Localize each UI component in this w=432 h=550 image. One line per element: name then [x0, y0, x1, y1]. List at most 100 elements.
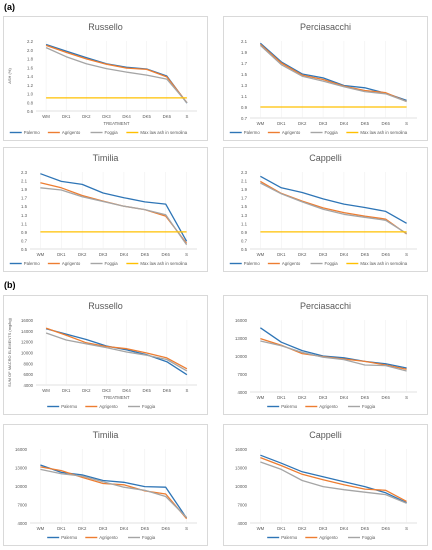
series-line-agrigento	[40, 466, 188, 520]
chart-svg: Cappelli 4000 7000 10000 13000 16000 WM DK1 DK2 D…	[235, 430, 417, 540]
legend-label: Foggia	[325, 130, 339, 135]
y-tick-label: 1.7	[241, 61, 248, 66]
x-tick-label: WM	[37, 526, 45, 531]
x-axis-label: TREATMENT	[104, 121, 130, 126]
legend-label: Agrigento	[319, 404, 338, 409]
x-tick-label: DK3	[99, 526, 108, 531]
y-tick-label: 1.5	[241, 72, 248, 77]
y-tick-label: 0.8	[27, 100, 34, 105]
x-tick-label: DK2	[298, 252, 307, 257]
chart-panel-macro-perciasacchi: Perciasacchi 4000 7000 10000 13000 16000 WM DK1…	[223, 295, 428, 415]
y-tick-label: 16000	[235, 318, 248, 323]
chart-title: Cappelli	[309, 153, 342, 163]
x-tick-label: DK3	[102, 388, 111, 393]
series-line-palermo	[260, 175, 407, 224]
x-tick-label: DK2	[298, 395, 307, 400]
legend-label: Foggia	[142, 404, 156, 409]
x-tick-label: S	[405, 526, 408, 531]
x-tick-label: DK1	[277, 121, 286, 126]
x-tick-label: DK1	[57, 252, 66, 257]
x-tick-label: S	[186, 114, 189, 119]
x-tick-label: DK6	[382, 252, 391, 257]
x-tick-label: DK2	[298, 121, 307, 126]
legend-label: Palermo	[244, 130, 261, 135]
x-tick-label: DK2	[78, 526, 87, 531]
series-line-foggia	[45, 47, 188, 104]
x-tick-label: S	[186, 388, 189, 393]
legend-label: Agrigento	[62, 130, 81, 135]
x-tick-label: DK5	[361, 252, 370, 257]
chart-svg: Cappelli 0.5 0.7 0.9 1.1 1.3 1.5 1.7 1.9 2.1 2.3 WM…	[229, 153, 417, 266]
x-tick-label: WM	[257, 252, 265, 257]
x-tick-label: DK4	[122, 388, 131, 393]
y-tick-label: 14000	[21, 329, 34, 334]
legend-label: Palermo	[244, 261, 261, 266]
x-tick-label: S	[405, 121, 408, 126]
chart-panel-macro-russello: Russello 4000 6000 8000 10000 12000 14000 16000…	[3, 295, 208, 415]
x-tick-label: DK1	[277, 252, 286, 257]
x-tick-label: DK5	[141, 526, 150, 531]
series-line-agrigento	[45, 44, 188, 104]
y-tick-label: 2.0	[27, 48, 34, 53]
series-line-palermo	[260, 327, 407, 369]
legend-label: Agrigento	[99, 404, 118, 409]
y-tick-label: 4000	[237, 521, 247, 526]
legend-label: Foggia	[362, 404, 376, 409]
legend-label: Max law ash in semolina	[360, 130, 407, 135]
y-tick-label: 1.0	[27, 92, 34, 97]
y-tick-label: 16000	[21, 318, 34, 323]
x-tick-label: WM	[257, 121, 265, 126]
x-tick-label: DK6	[162, 526, 171, 531]
x-tick-label: DK3	[99, 252, 108, 257]
x-tick-label: DK4	[340, 121, 349, 126]
y-tick-label: 2.3	[241, 170, 248, 175]
x-tick-label: DK3	[102, 114, 111, 119]
y-tick-label: 0.9	[241, 230, 248, 235]
y-tick-label: 0.9	[21, 230, 28, 235]
series-line-foggia	[260, 182, 407, 235]
y-tick-label: 1.1	[241, 221, 248, 226]
legend-label: Max law ash in semolina	[140, 261, 187, 266]
chart-svg: Timilia 0.5 0.7 0.9 1.1 1.3 1.5 1.7 1.9 2.1 2.3 WM D…	[9, 153, 197, 266]
chart-panel-macro-cappelli: Cappelli 4000 7000 10000 13000 16000 WM DK1 DK2 D…	[223, 424, 428, 546]
legend-label: Agrigento	[282, 261, 301, 266]
chart-svg: Timilia 4000 7000 10000 13000 16000 WM DK1 DK2 DK…	[15, 430, 197, 540]
y-tick-label: 1.9	[241, 187, 248, 192]
x-tick-label: DK1	[62, 114, 71, 119]
y-tick-label: 13000	[15, 466, 28, 471]
legend-label: Foggia	[105, 261, 119, 266]
legend-label: Palermo	[24, 130, 41, 135]
y-tick-label: 8000	[23, 361, 33, 366]
y-axis-label: ASH (%)	[7, 68, 12, 84]
x-tick-label: DK6	[382, 526, 391, 531]
x-tick-label: WM	[42, 388, 50, 393]
legend-label: Agrigento	[282, 130, 301, 135]
series-line-agrigento	[45, 327, 188, 370]
chart-panel-ash-cappelli: Cappelli 0.5 0.7 0.9 1.1 1.3 1.5 1.7 1.9 2.1 2.3 WM…	[223, 147, 428, 272]
series-line-foggia	[40, 468, 188, 518]
legend-label: Palermo	[281, 404, 298, 409]
chart-svg: Perciasacchi 4000 7000 10000 13000 16000 WM DK1…	[235, 301, 417, 409]
legend-label: Palermo	[24, 261, 41, 266]
x-tick-label: DK5	[361, 121, 370, 126]
y-tick-label: 1.5	[21, 204, 28, 209]
y-tick-label: 10000	[235, 484, 248, 489]
series-line-palermo	[40, 464, 188, 519]
legend-label: Palermo	[61, 535, 78, 540]
x-tick-label: S	[185, 526, 188, 531]
x-tick-label: DK2	[82, 114, 91, 119]
y-tick-label: 6000	[23, 372, 33, 377]
y-tick-label: 0.7	[241, 238, 248, 243]
y-tick-label: 2.1	[21, 179, 28, 184]
legend-label: Foggia	[362, 535, 376, 540]
y-tick-label: 2.3	[21, 170, 28, 175]
y-tick-label: 0.5	[241, 247, 248, 252]
x-tick-label: DK5	[361, 526, 370, 531]
y-tick-label: 16000	[15, 447, 28, 452]
series-line-agrigento	[260, 456, 407, 502]
x-tick-label: DK6	[163, 388, 172, 393]
y-tick-label: 10000	[235, 354, 248, 359]
y-tick-label: 4000	[237, 390, 247, 395]
y-tick-label: 1.6	[27, 65, 34, 70]
y-tick-label: 1.1	[21, 221, 28, 226]
